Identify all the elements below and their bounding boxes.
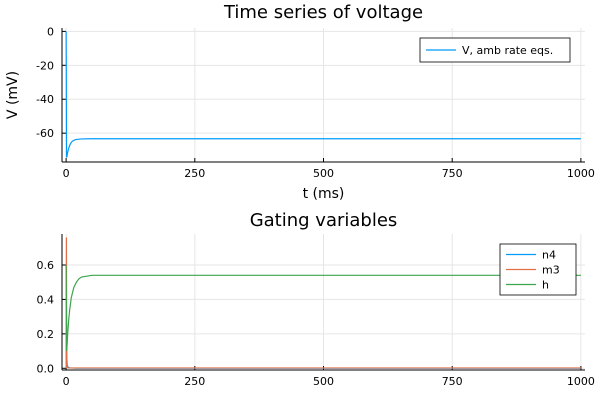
y-tick-label: 0	[47, 25, 54, 38]
plot-title: Gating variables	[250, 210, 398, 231]
y-tick-label: 0.4	[37, 293, 55, 306]
gating-plot-panel: 0 250 500 750 1000 0.0 0.2 0.4 0.6 Gating variabl…	[37, 210, 595, 388]
y-tick-label: -20	[36, 59, 54, 72]
legend-label: h	[542, 279, 549, 292]
legend: n4 m3 h	[499, 243, 577, 296]
x-tick-label: 1000	[567, 167, 595, 180]
x-tick-label: 1000	[567, 375, 595, 388]
y-axis-label: V (mV)	[5, 71, 21, 119]
y-tick-label: -60	[36, 127, 54, 140]
x-tick-label: 750	[442, 375, 463, 388]
x-tick-label: 250	[184, 375, 205, 388]
x-tick-label: 0	[63, 167, 70, 180]
voltage-plot-panel: 0 250 500 750 1000 0 -20 -40 -60 Time series of v…	[5, 2, 595, 202]
x-tick-label: 500	[313, 375, 334, 388]
series-line-h	[65, 264, 581, 352]
x-tick-label: 250	[184, 167, 205, 180]
y-tick-label: 0.6	[37, 259, 55, 272]
y-tick-label: 0.2	[37, 328, 55, 341]
y-tick-label: 0.0	[37, 362, 55, 375]
x-axis-label: t (ms)	[303, 186, 345, 202]
legend-label: n4	[542, 249, 556, 262]
series-line-v	[65, 31, 581, 158]
series-line-m3	[65, 237, 581, 369]
x-tick-label: 750	[442, 167, 463, 180]
x-tick-label: 0	[63, 375, 70, 388]
legend-label: m3	[542, 264, 560, 277]
y-tick-label: -40	[36, 93, 54, 106]
x-tick-label: 500	[313, 167, 334, 180]
plot-title: Time series of voltage	[223, 2, 423, 23]
legend: V, amb rate eqs.	[419, 37, 571, 63]
legend-label: V, amb rate eqs.	[462, 44, 553, 57]
